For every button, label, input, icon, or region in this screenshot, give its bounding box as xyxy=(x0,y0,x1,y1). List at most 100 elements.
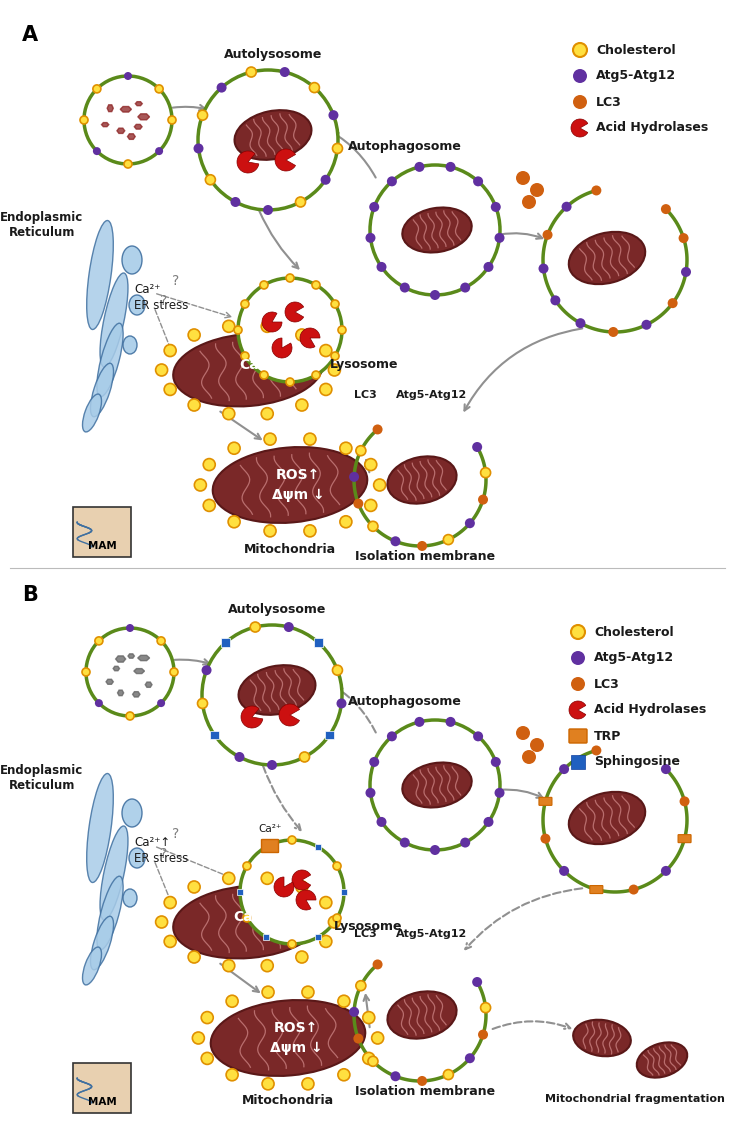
Circle shape xyxy=(201,1052,213,1065)
Circle shape xyxy=(86,628,174,716)
Text: ER stress: ER stress xyxy=(134,852,188,865)
Circle shape xyxy=(198,699,207,708)
Circle shape xyxy=(338,995,350,1008)
Circle shape xyxy=(261,872,273,885)
Ellipse shape xyxy=(387,456,456,504)
Polygon shape xyxy=(138,114,149,120)
Circle shape xyxy=(356,446,366,456)
Circle shape xyxy=(331,300,339,308)
Circle shape xyxy=(261,408,273,420)
Circle shape xyxy=(286,274,294,282)
Circle shape xyxy=(400,283,410,293)
Circle shape xyxy=(349,1007,359,1017)
Circle shape xyxy=(124,72,132,80)
Text: Δψm ↓: Δψm ↓ xyxy=(272,488,324,502)
Ellipse shape xyxy=(100,826,128,920)
Polygon shape xyxy=(117,128,125,133)
Circle shape xyxy=(204,458,215,471)
Circle shape xyxy=(415,162,424,172)
Bar xyxy=(73,1064,132,1113)
Circle shape xyxy=(390,536,401,546)
Circle shape xyxy=(226,995,238,1008)
Polygon shape xyxy=(134,668,145,674)
Circle shape xyxy=(223,408,234,420)
Circle shape xyxy=(204,499,215,512)
Wedge shape xyxy=(262,312,282,332)
Circle shape xyxy=(157,637,165,645)
Circle shape xyxy=(415,717,424,727)
Text: ?: ? xyxy=(172,274,179,288)
Ellipse shape xyxy=(82,947,101,985)
Circle shape xyxy=(472,977,482,987)
Text: Ca²⁺: Ca²⁺ xyxy=(134,283,160,296)
Circle shape xyxy=(95,637,103,645)
Text: Mitochondria: Mitochondria xyxy=(244,543,336,556)
Circle shape xyxy=(417,1076,427,1086)
Circle shape xyxy=(267,760,277,770)
Wedge shape xyxy=(272,337,292,358)
Ellipse shape xyxy=(87,774,113,882)
Text: ?: ? xyxy=(172,826,179,841)
Circle shape xyxy=(354,498,363,508)
Circle shape xyxy=(320,896,331,909)
Bar xyxy=(340,888,348,895)
Text: MAM: MAM xyxy=(87,1097,116,1107)
Circle shape xyxy=(445,162,456,172)
Circle shape xyxy=(202,625,342,765)
Text: TRP: TRP xyxy=(594,730,621,742)
Circle shape xyxy=(170,668,178,676)
Text: ?: ? xyxy=(160,294,168,308)
Ellipse shape xyxy=(129,295,145,315)
Circle shape xyxy=(473,177,483,186)
Wedge shape xyxy=(279,705,300,726)
Text: MAM: MAM xyxy=(87,540,116,551)
Ellipse shape xyxy=(573,1019,631,1057)
Circle shape xyxy=(309,82,320,92)
Circle shape xyxy=(387,177,397,186)
Circle shape xyxy=(387,732,397,741)
Circle shape xyxy=(320,383,331,396)
Circle shape xyxy=(300,752,309,762)
Bar xyxy=(262,934,270,940)
Circle shape xyxy=(340,442,352,454)
Circle shape xyxy=(302,986,314,999)
Circle shape xyxy=(188,881,200,893)
Circle shape xyxy=(661,204,671,214)
Circle shape xyxy=(417,542,427,551)
Text: Autophagosome: Autophagosome xyxy=(348,695,462,708)
Circle shape xyxy=(478,495,488,505)
Wedge shape xyxy=(274,877,294,897)
Circle shape xyxy=(609,327,618,337)
Text: Ca²⁺↑: Ca²⁺↑ xyxy=(134,836,171,849)
Circle shape xyxy=(329,917,340,928)
Circle shape xyxy=(304,433,316,445)
Circle shape xyxy=(82,668,90,676)
Ellipse shape xyxy=(234,111,312,160)
Text: Mitochondria: Mitochondria xyxy=(242,1094,334,1107)
Circle shape xyxy=(390,1072,401,1081)
Circle shape xyxy=(188,329,200,341)
Circle shape xyxy=(198,70,338,210)
Circle shape xyxy=(234,752,245,762)
Wedge shape xyxy=(569,701,586,719)
Circle shape xyxy=(286,378,294,386)
Circle shape xyxy=(241,352,249,360)
Polygon shape xyxy=(127,133,135,139)
Text: ER stress: ER stress xyxy=(134,299,188,312)
Ellipse shape xyxy=(122,246,142,274)
Circle shape xyxy=(243,862,251,870)
Circle shape xyxy=(516,171,530,185)
Circle shape xyxy=(263,205,273,215)
Text: Atg5-Atg12: Atg5-Atg12 xyxy=(594,651,674,665)
Circle shape xyxy=(530,738,544,752)
Text: LC3: LC3 xyxy=(354,929,376,939)
Circle shape xyxy=(559,764,569,774)
Circle shape xyxy=(164,344,176,357)
Circle shape xyxy=(370,720,500,850)
Ellipse shape xyxy=(402,207,472,252)
Text: Cholesterol: Cholesterol xyxy=(596,43,675,57)
Circle shape xyxy=(95,699,103,707)
Circle shape xyxy=(126,712,134,720)
Circle shape xyxy=(288,836,296,844)
Text: Acid Hydrolases: Acid Hydrolases xyxy=(594,703,706,717)
